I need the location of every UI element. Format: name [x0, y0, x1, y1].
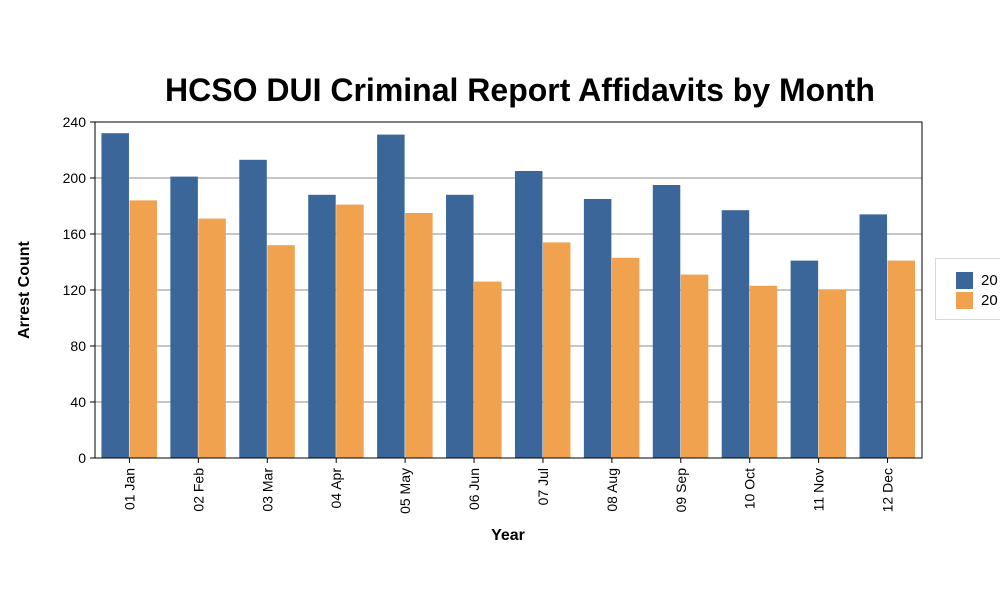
y-axis-title: Arrest Count — [16, 240, 33, 338]
x-tick-label: 10 Oct — [742, 468, 758, 509]
bar-series-2-03-mar — [267, 245, 295, 458]
y-tick-label: 80 — [70, 338, 86, 354]
bar-series-2-08-aug — [611, 257, 640, 458]
y-tick-label: 160 — [63, 226, 87, 242]
bar-series-1-12-dec — [859, 214, 888, 458]
bar-series-1-03-mar — [239, 159, 267, 459]
x-tick-label: 12 Dec — [880, 468, 896, 512]
bar-series-2-07-jul — [542, 242, 571, 458]
legend-item-series-2: 20 — [956, 291, 998, 309]
x-tick-label: 05 May — [397, 468, 413, 514]
bar-series-2-04-apr — [336, 204, 364, 458]
bar-series-2-09-sep — [680, 274, 709, 458]
x-tick-label: 04 Apr — [328, 468, 344, 509]
bar-series-1-05-may — [377, 134, 405, 458]
bar-series-1-11-nov — [790, 260, 819, 458]
x-tick-label: 03 Mar — [259, 468, 275, 512]
plot-border — [94, 121, 923, 459]
y-tick-label: 240 — [63, 114, 87, 130]
bar-series-1-02-feb — [170, 176, 198, 458]
bar-series-2-06-jun — [474, 281, 502, 458]
chart-title: HCSO DUI Criminal Report Affidavits by M… — [165, 72, 875, 108]
x-tick-label: 08 Aug — [604, 468, 620, 512]
y-tick-label: 40 — [70, 394, 86, 410]
bar-series-1-06-jun — [446, 194, 474, 459]
bar-series-1-04-apr — [308, 194, 336, 459]
x-tick-label: 02 Feb — [190, 468, 206, 512]
x-tick-label: 09 Sep — [673, 468, 689, 513]
bar-series-1-01-jan — [101, 133, 129, 458]
x-tick-label: 06 Jun — [466, 468, 482, 510]
bar-series-2-12-dec — [887, 260, 916, 458]
bar-series-1-10-oct — [721, 210, 750, 458]
bar-series-2-11-nov — [818, 290, 847, 458]
x-axis-title: Year — [491, 527, 525, 544]
bar-series-2-01-jan — [129, 200, 157, 458]
x-tick-label: 11 Nov — [811, 468, 827, 511]
legend-label-series-1: 20 — [981, 271, 998, 289]
bar-series-2-10-oct — [749, 285, 778, 458]
x-tick-label: 07 Jul — [535, 468, 551, 505]
bar-series-1-09-sep — [652, 185, 681, 458]
bar-series-1-08-aug — [583, 199, 612, 458]
legend-label-series-2: 20 — [981, 291, 998, 309]
bar-series-1-07-jul — [514, 171, 543, 458]
y-tick-label: 200 — [63, 170, 87, 186]
legend: 20 20 — [935, 258, 1000, 320]
legend-swatch-series-2 — [956, 291, 973, 309]
legend-swatch-series-1 — [956, 271, 973, 289]
x-tick-label: 01 Jan — [121, 468, 137, 510]
y-tick-label: 0 — [78, 450, 86, 466]
bar-series-2-05-may — [405, 213, 433, 458]
y-tick-label: 120 — [63, 282, 87, 298]
legend-item-series-1: 20 — [956, 271, 998, 289]
bar-series-2-02-feb — [198, 218, 226, 458]
